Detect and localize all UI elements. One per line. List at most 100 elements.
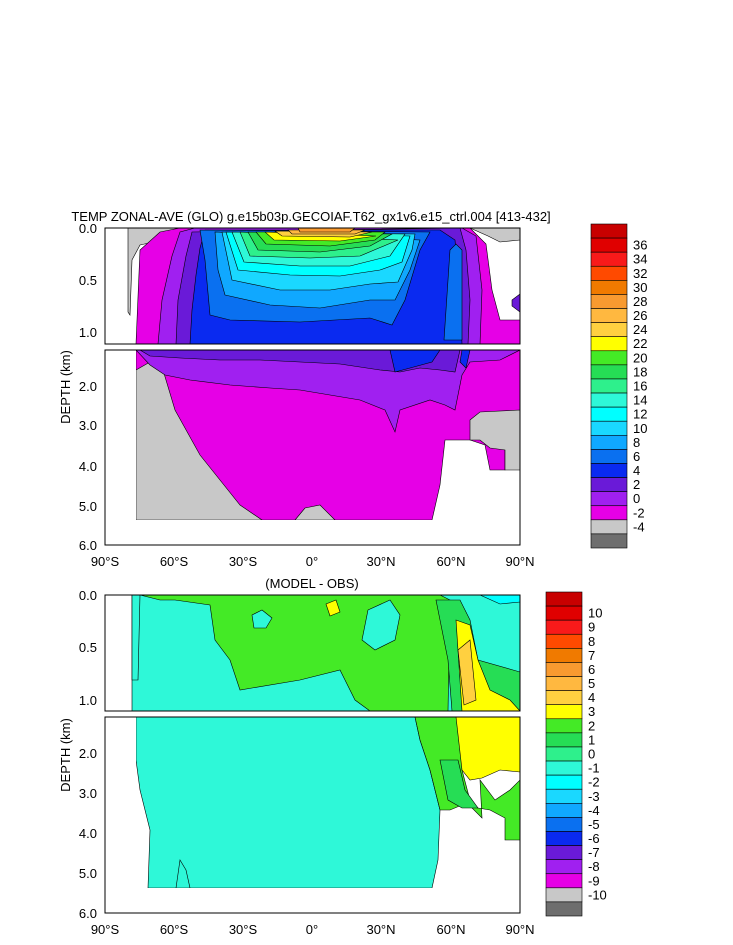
temp-ytick: 4.0 — [79, 459, 97, 474]
diff-ytick: 4.0 — [79, 826, 97, 841]
temp-colorbar-swatch — [590, 265, 628, 281]
temp-colorbar-swatch — [590, 294, 628, 309]
temp-colorbar-label: 12 — [633, 407, 647, 422]
temp-colorbar-swatch — [590, 505, 628, 521]
temp-panel: TEMP ZONAL-AVE (GLO) g.e15b03p.GECOIAF.T… — [58, 209, 647, 569]
diff-colorbar-label: 4 — [588, 690, 595, 705]
diff-xtick: 60°N — [436, 922, 465, 937]
diff-colorbar-swatch — [545, 591, 583, 607]
diff-colorbar-swatch — [545, 732, 583, 748]
temp-colorbar-label: 26 — [633, 308, 647, 323]
diff-ylabel: DEPTH (km) — [58, 718, 73, 792]
diff-panel: (MODEL - OBS) 0.0 — [58, 576, 607, 937]
temp-ytick: 2.0 — [79, 379, 97, 394]
diff-ytick: 5.0 — [79, 866, 97, 881]
temp-y-ticks: 0.0 0.5 1.0 2.0 3.0 4.0 5.0 6.0 — [79, 221, 97, 553]
temp-colorbar-swatch — [590, 434, 628, 450]
diff-xtick: 60°S — [160, 922, 189, 937]
diff-colorbar-swatch — [545, 718, 583, 734]
diff-colorbar-label: -9 — [588, 873, 600, 888]
temp-colorbar-label: 6 — [633, 449, 640, 464]
diff-colorbar-swatch — [545, 619, 583, 635]
diff-colorbar-swatch — [545, 802, 583, 818]
diff-colorbar-swatch — [545, 887, 583, 903]
temp-colorbar-swatch — [590, 406, 628, 422]
temp-colorbar-swatch — [590, 449, 628, 464]
diff-xtick: 0° — [306, 922, 318, 937]
temp-colorbar-label: 30 — [633, 280, 647, 295]
temp-colorbar-label: 28 — [633, 294, 647, 309]
temp-colorbar-swatch — [590, 420, 628, 436]
temp-colorbar-swatch — [590, 223, 628, 239]
diff-upper-field — [105, 595, 520, 711]
temp-colorbar-label: 32 — [633, 266, 647, 281]
temp-colorbar-swatch — [590, 477, 628, 492]
temp-x-ticks: 90°S 60°S 30°S 0° 30°N 60°N 90°N — [91, 554, 535, 569]
diff-colorbar-swatch — [545, 873, 583, 889]
temp-colorbar-label: 20 — [633, 350, 647, 365]
temp-xtick: 0° — [306, 554, 318, 569]
diff-colorbar-label: -3 — [588, 789, 600, 804]
temp-upper-field — [105, 228, 520, 344]
temp-colorbar-label: 18 — [633, 364, 647, 379]
diff-xtick: 90°N — [505, 922, 534, 937]
diff-lower-field — [105, 717, 520, 913]
diff-colorbar-swatch — [545, 760, 583, 776]
diff-colorbar-label: 6 — [588, 662, 595, 677]
temp-ytick: 6.0 — [79, 538, 97, 553]
diff-colorbar-swatch — [545, 690, 583, 705]
temp-colorbar-label: -4 — [633, 519, 645, 534]
diff-colorbar-label: -4 — [588, 803, 600, 818]
diff-colorbar-label: -8 — [588, 859, 600, 874]
temp-colorbar-label: 36 — [633, 238, 647, 253]
temp-colorbar-label: 4 — [633, 463, 640, 478]
temp-upper-frame — [104, 227, 521, 345]
diff-colorbar-swatch — [545, 831, 583, 846]
diff-colorbar-label: -6 — [588, 831, 600, 846]
temp-xtick: 90°N — [505, 554, 534, 569]
temp-colorbar-label: 24 — [633, 322, 647, 337]
diff-ytick: 2.0 — [79, 746, 97, 761]
temp-colorbar-swatch — [590, 308, 628, 323]
diff-colorbar-swatch — [545, 746, 583, 762]
diff-colorbar-swatch — [545, 662, 583, 677]
temp-colorbar-label: 16 — [633, 379, 647, 394]
diff-colorbar-swatch — [545, 817, 583, 832]
diff-colorbar-label: -5 — [588, 817, 600, 832]
temp-colorbar-swatch — [590, 519, 628, 535]
diff-colorbar-swatch — [545, 774, 583, 790]
temp-ytick: 3.0 — [79, 418, 97, 433]
temp-colorbar-swatch — [590, 533, 628, 549]
temp-title: TEMP ZONAL-AVE (GLO) g.e15b03p.GECOIAF.T… — [71, 209, 550, 224]
diff-y-ticks: 0.0 0.5 1.0 2.0 3.0 4.0 5.0 6.0 — [79, 588, 97, 921]
diff-colorbar-label: -10 — [588, 887, 607, 902]
temp-colorbar-label: 0 — [633, 491, 640, 506]
temp-colorbar-swatch — [590, 237, 628, 253]
diff-colorbar-label: 7 — [588, 648, 595, 663]
temp-xtick: 30°N — [366, 554, 395, 569]
temp-colorbar-swatch — [590, 322, 628, 337]
diff-colorbar-label: 3 — [588, 704, 595, 719]
diff-colorbar-swatch — [545, 648, 583, 663]
temp-ytick: 0.0 — [79, 221, 97, 236]
diff-x-ticks: 90°S 60°S 30°S 0° 30°N 60°N 90°N — [91, 922, 535, 937]
diff-colorbar-swatch — [545, 845, 583, 860]
temp-ytick: 1.0 — [79, 325, 97, 340]
diff-colorbar-label: -7 — [588, 845, 600, 860]
diff-title: (MODEL - OBS) — [265, 576, 358, 591]
temp-colorbar-label: 2 — [633, 477, 640, 492]
temp-lower-field — [105, 350, 520, 545]
diff-ytick: 1.0 — [79, 693, 97, 708]
temp-ylabel: DEPTH (km) — [58, 350, 73, 424]
diff-colorbar-swatch — [545, 788, 583, 804]
temp-colorbar-swatch — [590, 491, 628, 507]
diff-ytick: 0.5 — [79, 640, 97, 655]
temp-xtick: 60°N — [436, 554, 465, 569]
diff-lower-frame — [104, 716, 521, 914]
temp-xtick: 90°S — [91, 554, 120, 569]
temp-colorbar-swatch — [590, 392, 628, 408]
diff-ytick: 6.0 — [79, 906, 97, 921]
temp-colorbar-swatch — [590, 336, 628, 352]
